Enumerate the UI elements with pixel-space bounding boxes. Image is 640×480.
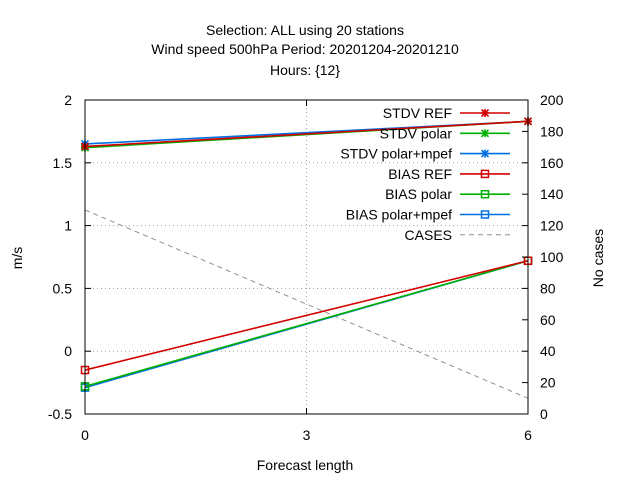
y-tick-label: -0.5 — [48, 406, 72, 422]
y2-tick-label: 60 — [540, 312, 556, 328]
legend-label: STDV REF — [383, 105, 452, 121]
y-tick-label: 2 — [64, 92, 72, 108]
grid-layer — [85, 100, 528, 414]
series-layer — [80, 117, 533, 399]
y2-tick-label: 200 — [540, 92, 564, 108]
y2-tick-label: 140 — [540, 186, 564, 202]
legend-swatch-marker — [480, 108, 490, 118]
legend-label: BIAS REF — [388, 166, 452, 182]
y2-tick-label: 80 — [540, 280, 556, 296]
y2-tick-label: 20 — [540, 375, 556, 391]
y2-tick-label: 40 — [540, 343, 556, 359]
legend-label: STDV polar — [380, 125, 453, 141]
legend-item: STDV polar+mpef — [340, 146, 510, 162]
y-axis-label: m/s — [9, 247, 25, 270]
legend-label: BIAS polar — [385, 186, 452, 202]
x-axis-label: Forecast length — [257, 457, 354, 473]
series-line — [84, 259, 529, 371]
y2-tick-label: 0 — [540, 406, 548, 422]
legend-label: STDV polar+mpef — [340, 146, 452, 162]
y-tick-label: 0 — [64, 343, 72, 359]
x-tick-label: 0 — [81, 427, 89, 443]
legend-swatch-marker — [480, 129, 490, 138]
y-tick-label: 1.5 — [53, 155, 73, 171]
x-tick-label: 3 — [303, 427, 311, 443]
y2-axis-label: No cases — [590, 229, 606, 287]
title-line-2: Wind speed 500hPa Period: 20201204-20201… — [151, 41, 459, 57]
legend-item: BIAS REF — [388, 166, 510, 182]
legend-item: STDV polar — [380, 125, 510, 141]
series-line — [84, 120, 529, 148]
legend-item: BIAS polar+mpef — [346, 207, 510, 223]
legend-item: STDV REF — [383, 105, 510, 121]
y2-tick-label: 180 — [540, 123, 564, 139]
y2-tick-label: 160 — [540, 155, 564, 171]
legend-item: BIAS polar — [385, 186, 510, 202]
legend-swatch-marker — [480, 149, 490, 158]
y-tick-label: 1 — [64, 218, 72, 234]
legend-label: CASES — [405, 227, 452, 243]
legend: STDV REF STDV polar STDV polar+mpef BIAS RE… — [340, 105, 510, 243]
ticks-layer: -0.500.511.52020406080100120140160180200… — [48, 92, 564, 443]
title-line-3: Hours: {12} — [270, 62, 340, 78]
y2-tick-label: 100 — [540, 249, 564, 265]
y2-tick-label: 120 — [540, 218, 564, 234]
series-line — [84, 259, 529, 388]
legend-label: BIAS polar+mpef — [346, 207, 452, 223]
title-line-1: Selection: ALL using 20 stations — [206, 22, 404, 38]
legend-item: CASES — [405, 227, 510, 243]
legend-swatch-marker — [480, 169, 490, 179]
y-tick-label: 0.5 — [53, 280, 73, 296]
legend-swatch-marker — [480, 210, 490, 219]
chart-title: Selection: ALL using 20 stations Wind sp… — [151, 22, 459, 78]
legend-swatch-marker — [480, 189, 490, 199]
x-tick-label: 6 — [524, 427, 532, 443]
